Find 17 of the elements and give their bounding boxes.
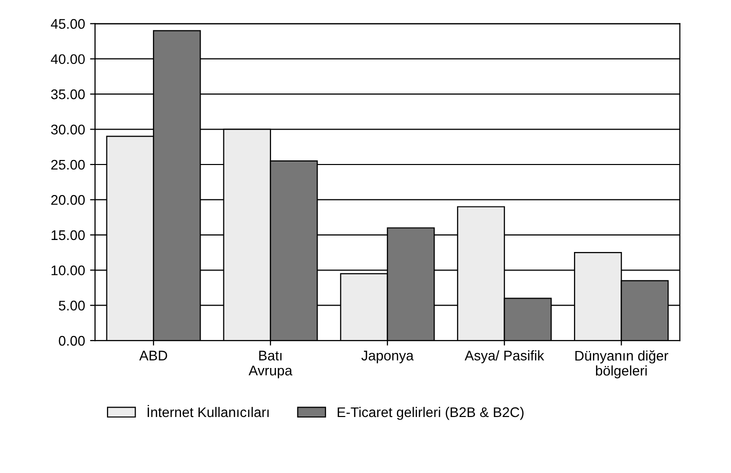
x-tick-label: ABD <box>139 350 168 360</box>
y-tick-label: 40.00 <box>50 54 85 64</box>
y-tick-label: 20.00 <box>51 195 85 205</box>
y-tick-label: 15.00 <box>52 230 85 240</box>
y-tick-label: 45.00 <box>50 18 85 29</box>
legend-label: İnternet Kullanıcıları <box>148 404 269 418</box>
y-tick-label: 30.00 <box>51 124 85 134</box>
x-tick-label: Japonya <box>361 350 414 364</box>
y-tick-label: 5.00 <box>58 300 85 311</box>
y-tick-label: 25.00 <box>51 160 85 170</box>
y-tick-label: 35.00 <box>51 89 85 100</box>
legend-label: E-Ticaret gelirleri (B2B & B2C) <box>338 406 524 420</box>
y-tick-label: 0.00 <box>58 336 85 346</box>
x-tick-label: Dünyanın diğer bölgeleri <box>575 350 668 378</box>
x-tick-label: Batı Avrupa <box>248 350 292 378</box>
x-tick-label: Asya/ Pasifik <box>464 350 544 364</box>
y-tick-label: 10.00 <box>52 265 85 276</box>
